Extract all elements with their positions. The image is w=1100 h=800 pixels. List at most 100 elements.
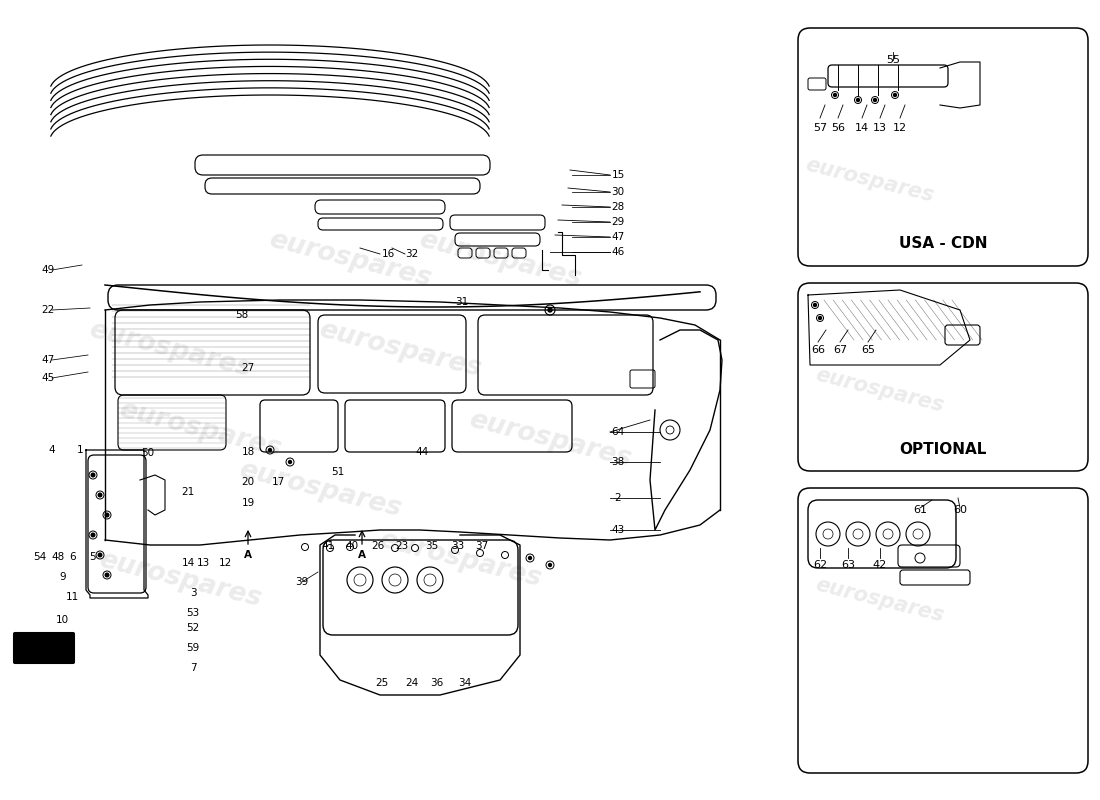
Text: 51: 51 xyxy=(331,467,344,477)
Text: eurospares: eurospares xyxy=(86,318,254,382)
Text: 50: 50 xyxy=(142,448,155,458)
Text: 36: 36 xyxy=(430,678,443,688)
Text: 45: 45 xyxy=(42,373,55,383)
Text: eurospares: eurospares xyxy=(466,407,634,473)
Circle shape xyxy=(288,461,292,463)
Text: 49: 49 xyxy=(42,265,55,275)
Circle shape xyxy=(106,573,109,577)
Text: 56: 56 xyxy=(830,123,845,133)
Text: 60: 60 xyxy=(953,505,967,515)
Text: 7: 7 xyxy=(189,663,196,673)
Text: 44: 44 xyxy=(416,447,429,457)
Text: 21: 21 xyxy=(182,487,195,497)
Text: 34: 34 xyxy=(459,678,472,688)
Circle shape xyxy=(268,449,272,451)
Text: 6: 6 xyxy=(69,552,76,562)
Text: 59: 59 xyxy=(186,643,199,653)
Text: 26: 26 xyxy=(372,541,385,551)
Circle shape xyxy=(818,317,822,319)
Text: 27: 27 xyxy=(241,363,254,373)
Text: 29: 29 xyxy=(612,217,625,227)
Text: 1: 1 xyxy=(77,445,84,455)
Text: 5: 5 xyxy=(90,552,97,562)
Text: 20: 20 xyxy=(241,477,254,487)
Text: 48: 48 xyxy=(52,552,65,562)
Circle shape xyxy=(857,98,859,102)
Text: eurospares: eurospares xyxy=(316,318,484,382)
Text: 61: 61 xyxy=(913,505,927,515)
Text: 42: 42 xyxy=(873,560,887,570)
Text: 35: 35 xyxy=(426,541,439,551)
Text: 58: 58 xyxy=(235,310,249,320)
Text: eurospares: eurospares xyxy=(814,574,946,626)
Text: 67: 67 xyxy=(833,345,847,355)
Text: 39: 39 xyxy=(296,577,309,587)
Text: USA - CDN: USA - CDN xyxy=(899,237,988,251)
Text: A: A xyxy=(244,550,252,560)
Text: 43: 43 xyxy=(612,525,625,535)
Text: 25: 25 xyxy=(375,678,388,688)
Circle shape xyxy=(549,563,551,566)
Text: 33: 33 xyxy=(451,541,464,551)
Text: eurospares: eurospares xyxy=(96,547,264,613)
Text: 41: 41 xyxy=(321,541,334,551)
Text: 63: 63 xyxy=(842,560,855,570)
Circle shape xyxy=(106,514,109,517)
Text: OPTIONAL: OPTIONAL xyxy=(900,442,987,457)
Text: A: A xyxy=(358,550,366,560)
Text: 28: 28 xyxy=(612,202,625,212)
Text: 57: 57 xyxy=(813,123,827,133)
Circle shape xyxy=(814,303,816,306)
Text: 24: 24 xyxy=(406,678,419,688)
FancyBboxPatch shape xyxy=(14,633,74,663)
Text: 47: 47 xyxy=(42,355,55,365)
Circle shape xyxy=(528,557,531,559)
Text: 4: 4 xyxy=(48,445,55,455)
Text: 40: 40 xyxy=(345,541,359,551)
Text: 46: 46 xyxy=(612,247,625,257)
Text: 16: 16 xyxy=(382,249,395,259)
Text: 10: 10 xyxy=(55,615,68,625)
Text: 53: 53 xyxy=(186,608,199,618)
Text: 65: 65 xyxy=(861,345,875,355)
Text: 13: 13 xyxy=(873,123,887,133)
Text: eurospares: eurospares xyxy=(416,227,584,293)
Text: 37: 37 xyxy=(475,541,488,551)
Text: 32: 32 xyxy=(406,249,419,259)
Text: 11: 11 xyxy=(65,592,78,602)
Text: 8: 8 xyxy=(48,632,55,642)
Text: 2: 2 xyxy=(615,493,622,503)
Text: 62: 62 xyxy=(813,560,827,570)
Text: 12: 12 xyxy=(893,123,907,133)
Circle shape xyxy=(98,493,102,497)
Text: 23: 23 xyxy=(395,541,408,551)
Text: 55: 55 xyxy=(886,55,900,65)
Text: eurospares: eurospares xyxy=(376,527,544,593)
Text: 15: 15 xyxy=(612,170,625,180)
Circle shape xyxy=(893,94,896,97)
Circle shape xyxy=(91,473,95,477)
Text: eurospares: eurospares xyxy=(266,227,434,293)
Text: 14: 14 xyxy=(855,123,869,133)
Text: eurospares: eurospares xyxy=(804,154,936,206)
Text: 19: 19 xyxy=(241,498,254,508)
Text: 66: 66 xyxy=(811,345,825,355)
Text: eurospares: eurospares xyxy=(236,458,404,522)
Text: 22: 22 xyxy=(42,305,55,315)
Text: 38: 38 xyxy=(612,457,625,467)
Text: eurospares: eurospares xyxy=(116,398,284,462)
Text: 30: 30 xyxy=(612,187,625,197)
Circle shape xyxy=(91,533,95,537)
Text: 12: 12 xyxy=(219,558,232,568)
Text: 9: 9 xyxy=(59,572,66,582)
Circle shape xyxy=(873,98,877,102)
Circle shape xyxy=(98,554,102,557)
Text: 3: 3 xyxy=(189,588,196,598)
Text: 47: 47 xyxy=(612,232,625,242)
Circle shape xyxy=(834,94,836,97)
Text: 14: 14 xyxy=(182,558,195,568)
Circle shape xyxy=(548,308,552,312)
Text: 31: 31 xyxy=(455,297,469,307)
Text: 18: 18 xyxy=(241,447,254,457)
Text: 13: 13 xyxy=(197,558,210,568)
